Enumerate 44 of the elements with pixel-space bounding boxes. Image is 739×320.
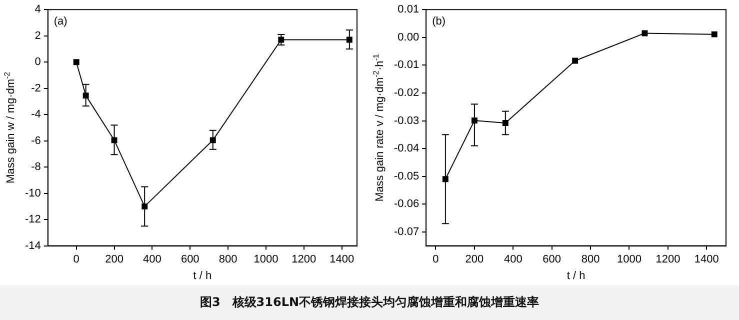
y-tick-label: 0 bbox=[34, 56, 41, 68]
y-tick-label: 0.00 bbox=[398, 31, 420, 44]
y-tick-label: 0.01 bbox=[398, 4, 420, 16]
x-tick-label: 600 bbox=[542, 253, 562, 266]
x-axis-title: t / h bbox=[193, 270, 212, 282]
y-tick-label: -6 bbox=[31, 134, 41, 147]
x-tick-label: 0 bbox=[432, 253, 439, 266]
x-tick-label: 600 bbox=[180, 253, 200, 266]
x-tick-label: 200 bbox=[465, 253, 484, 266]
x-tick-label: 0 bbox=[73, 253, 80, 266]
y-tick-label: -0.03 bbox=[394, 114, 420, 127]
y-tick-label: -12 bbox=[24, 214, 41, 226]
y-tick-label: -10 bbox=[24, 187, 41, 200]
y-tick-label: -0.02 bbox=[394, 86, 420, 99]
y-tick-label: 2 bbox=[34, 30, 41, 42]
x-tick-label: 800 bbox=[581, 253, 600, 266]
x-tick-label: 200 bbox=[105, 253, 124, 266]
point bbox=[642, 30, 648, 36]
y-tick-label: -2 bbox=[31, 82, 41, 94]
y-tick-label: 4 bbox=[34, 4, 41, 16]
y-tick-label: -8 bbox=[31, 161, 41, 174]
y-tick-label: -0.07 bbox=[394, 226, 420, 238]
x-tick-label: 1400 bbox=[330, 253, 354, 266]
caption: 图3 核级316LN不锈钢焊接接头均匀腐蚀增重和腐蚀增重速率 bbox=[0, 285, 739, 320]
x-tick-label: 800 bbox=[218, 253, 238, 266]
x-tick-label: 1200 bbox=[656, 253, 680, 266]
point bbox=[711, 31, 718, 38]
y-tick-label: -14 bbox=[24, 240, 41, 252]
x-tick-label: 1200 bbox=[292, 253, 316, 266]
annotation: (b) bbox=[432, 16, 446, 28]
annotation: (a) bbox=[54, 16, 68, 28]
x-tick-label: 400 bbox=[504, 253, 522, 266]
y-tick-label: -4 bbox=[31, 108, 41, 121]
y-tick-label: -0.06 bbox=[394, 198, 420, 210]
x-tick-label: 1400 bbox=[694, 253, 719, 266]
x-axis-title: t / h bbox=[566, 270, 586, 282]
x-tick-label: 400 bbox=[143, 253, 162, 266]
x-tick-label: 1000 bbox=[254, 253, 278, 266]
point bbox=[572, 58, 578, 64]
y-tick-label: -0.05 bbox=[394, 170, 420, 182]
y-tick-label: -0.01 bbox=[394, 59, 420, 72]
point bbox=[73, 59, 80, 66]
y-tick-label: -0.04 bbox=[394, 142, 420, 155]
x-tick-label: 1000 bbox=[617, 253, 642, 266]
